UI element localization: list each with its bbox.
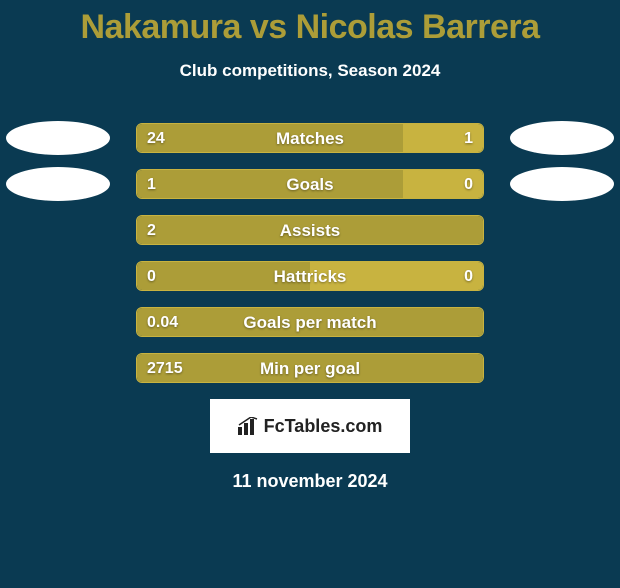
fctables-logo: FcTables.com — [210, 399, 410, 453]
stat-bar: 0.04Goals per match — [136, 307, 484, 337]
stat-value-right: 0 — [464, 262, 473, 291]
stat-row: 2715Min per goal — [0, 353, 620, 383]
stat-value-left: 24 — [147, 124, 165, 153]
player-left-avatar — [6, 121, 110, 155]
stat-value-left: 2 — [147, 216, 156, 245]
date-text: 11 november 2024 — [0, 471, 620, 492]
bar-fill-left — [137, 216, 483, 244]
stat-row: 0.04Goals per match — [0, 307, 620, 337]
bar-fill-left — [137, 308, 483, 336]
bar-fill-left — [137, 170, 403, 198]
stat-row: 2Assists — [0, 215, 620, 245]
player-left-avatar — [6, 167, 110, 201]
bar-fill-left — [137, 354, 483, 382]
chart-icon — [238, 417, 260, 435]
stat-row: 241Matches — [0, 123, 620, 153]
stat-value-right: 0 — [464, 170, 473, 199]
stat-bar: 241Matches — [136, 123, 484, 153]
stat-row: 00Hattricks — [0, 261, 620, 291]
logo-text: FcTables.com — [264, 416, 383, 437]
stat-row: 10Goals — [0, 169, 620, 199]
page-title: Nakamura vs Nicolas Barrera — [0, 8, 620, 47]
stat-bar: 10Goals — [136, 169, 484, 199]
stats-rows: 241Matches10Goals2Assists00Hattricks0.04… — [0, 123, 620, 383]
bar-fill-right — [310, 262, 483, 290]
subtitle: Club competitions, Season 2024 — [0, 61, 620, 81]
stat-bar: 2715Min per goal — [136, 353, 484, 383]
stat-value-right: 1 — [464, 124, 473, 153]
stat-bar: 00Hattricks — [136, 261, 484, 291]
stat-value-left: 0.04 — [147, 308, 178, 337]
stat-bar: 2Assists — [136, 215, 484, 245]
stat-value-left: 2715 — [147, 354, 183, 383]
bar-fill-left — [137, 124, 403, 152]
stat-value-left: 0 — [147, 262, 156, 291]
player-right-avatar — [510, 167, 614, 201]
stat-value-left: 1 — [147, 170, 156, 199]
bar-fill-left — [137, 262, 310, 290]
player-right-avatar — [510, 121, 614, 155]
